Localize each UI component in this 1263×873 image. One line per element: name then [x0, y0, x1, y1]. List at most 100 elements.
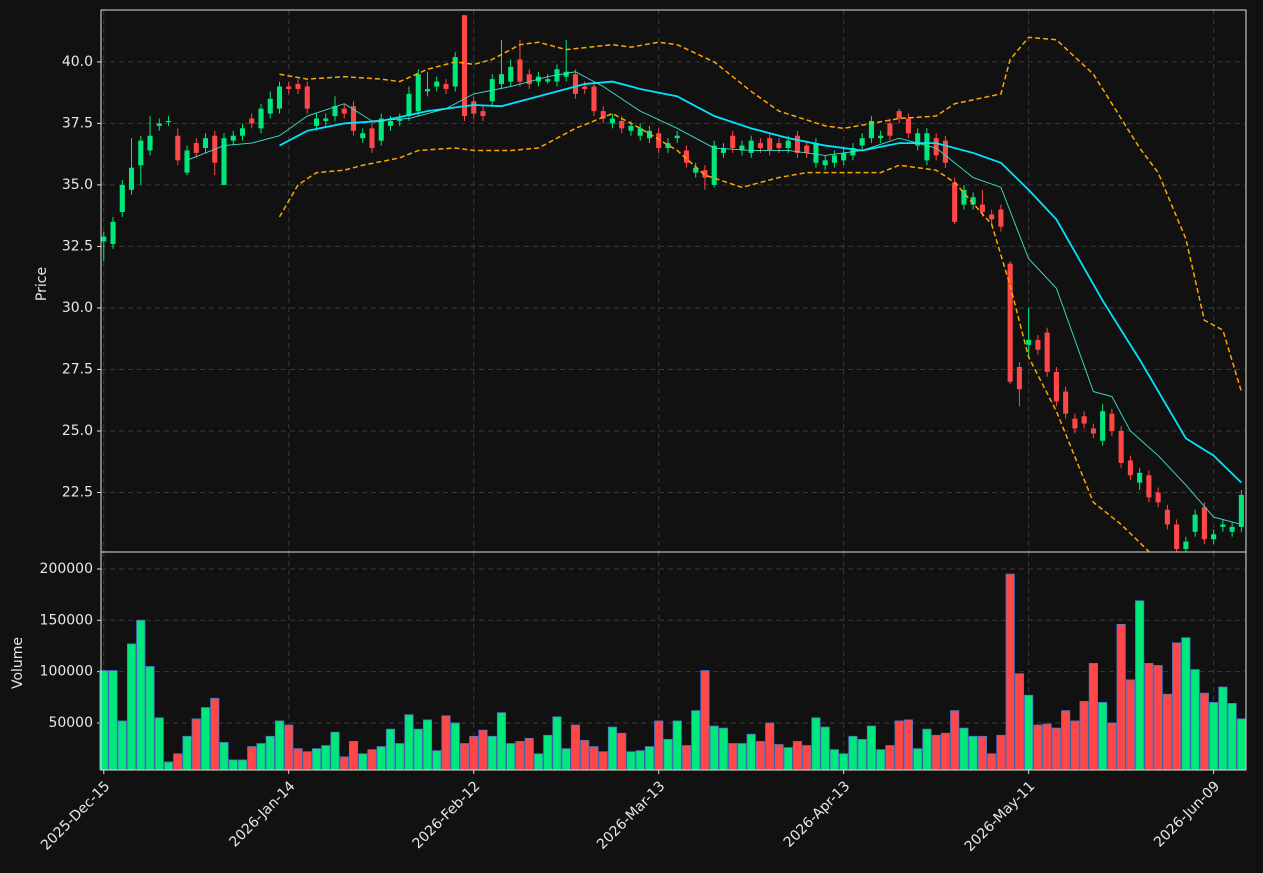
- candle-body: [1201, 507, 1207, 540]
- candle-body: [471, 101, 477, 114]
- volume-bar: [1209, 702, 1219, 771]
- volume-bar: [163, 761, 174, 771]
- candle-body: [517, 59, 523, 82]
- volume-bar: [931, 734, 941, 771]
- volume-bar: [237, 759, 248, 771]
- volume-bar: [580, 740, 590, 771]
- candle-body: [1100, 411, 1106, 441]
- candle-body: [175, 135, 181, 161]
- candle-body: [785, 140, 791, 149]
- candle-body: [249, 118, 255, 124]
- volume-bar: [182, 735, 192, 771]
- volume-bar: [247, 746, 257, 771]
- candle-body: [360, 133, 366, 139]
- candle-body: [323, 118, 329, 121]
- candle-body: [998, 209, 1004, 227]
- volume-bar: [737, 743, 747, 771]
- candle-body: [508, 66, 514, 82]
- candle-body: [221, 138, 227, 185]
- volume-bar: [876, 749, 886, 771]
- overlays: [186, 36, 1243, 552]
- y-tick-label: 40.0: [62, 54, 93, 70]
- volume-bar: [1024, 694, 1034, 771]
- volume-bar: [644, 746, 655, 771]
- volume-bar: [829, 749, 839, 771]
- y-tick-label: 25.0: [62, 423, 93, 439]
- volume-bar: [228, 759, 238, 771]
- volume-bar: [376, 746, 386, 771]
- candle-body: [1238, 494, 1244, 527]
- candle-body: [878, 135, 884, 139]
- volume-bar: [219, 742, 229, 771]
- y-tick-label: 30.0: [62, 300, 93, 316]
- volume-bar: [311, 748, 322, 771]
- candle-body: [138, 140, 144, 166]
- volume-bar: [1061, 710, 1071, 771]
- volume-bar: [1042, 723, 1052, 771]
- candle-body: [1035, 339, 1041, 350]
- volume-bar: [1162, 693, 1172, 771]
- candle-body: [1072, 418, 1078, 429]
- candle-body: [961, 189, 967, 205]
- volume-bar: [783, 747, 793, 771]
- volume-bar: [561, 748, 571, 771]
- volume-bar: [950, 710, 960, 771]
- volume-tick-label: 100000: [40, 664, 93, 680]
- volume-bar: [1172, 642, 1182, 771]
- candle-body: [545, 79, 551, 82]
- candle-body: [1109, 413, 1115, 431]
- volume-bar: [145, 666, 155, 771]
- candle-body: [1090, 428, 1096, 434]
- candle-body: [193, 143, 199, 153]
- volume-bar: [765, 722, 775, 771]
- volume-bar: [173, 753, 183, 771]
- volume-bar: [321, 745, 331, 771]
- volume-bar: [728, 743, 738, 771]
- volume-bar: [108, 670, 118, 771]
- candle-body: [813, 143, 819, 163]
- candle-body: [1007, 263, 1013, 382]
- volume-bar: [496, 712, 507, 771]
- volume-bar: [1190, 669, 1200, 771]
- volume-bar: [820, 726, 830, 771]
- volume-bar: [459, 743, 470, 771]
- volume-bar: [274, 720, 285, 771]
- candle-body: [582, 86, 588, 89]
- candle-body: [1063, 391, 1069, 414]
- volume-tick-label: 50000: [48, 715, 93, 731]
- y-axis-label: Price: [34, 267, 50, 301]
- volume-bar: [626, 751, 636, 771]
- candle-body: [350, 106, 357, 131]
- volume-bar: [515, 741, 525, 771]
- volume-frame: [100, 551, 1247, 771]
- candle-body: [165, 120, 172, 123]
- candle-body: [656, 133, 662, 149]
- volume-bar: [996, 734, 1006, 771]
- volume-bar: [894, 720, 904, 771]
- volume-bar: [302, 751, 312, 771]
- volume-bar: [1070, 720, 1080, 771]
- marks: [99, 15, 1246, 771]
- volume-bar: [1199, 692, 1209, 771]
- candle-body: [101, 236, 107, 242]
- candle-body: [841, 152, 847, 161]
- candle-body: [1192, 514, 1198, 532]
- candle-body: [979, 204, 985, 212]
- candle-body: [295, 84, 301, 89]
- candle-body: [1155, 492, 1161, 503]
- volume-bar: [1033, 724, 1043, 771]
- candle-body: [970, 197, 976, 205]
- candle-body: [572, 74, 579, 94]
- volume-bar: [478, 729, 488, 771]
- volume-bar: [1227, 703, 1237, 771]
- volume-bar: [700, 670, 710, 771]
- candle-body: [868, 120, 874, 139]
- candle-body: [397, 118, 403, 121]
- candle-body: [887, 123, 893, 136]
- volume-axis-label: Volume: [10, 637, 26, 689]
- volume-bar: [1107, 722, 1117, 771]
- volume-bar: [552, 716, 562, 771]
- volume-bar: [1079, 701, 1089, 771]
- volume-bar: [977, 735, 987, 771]
